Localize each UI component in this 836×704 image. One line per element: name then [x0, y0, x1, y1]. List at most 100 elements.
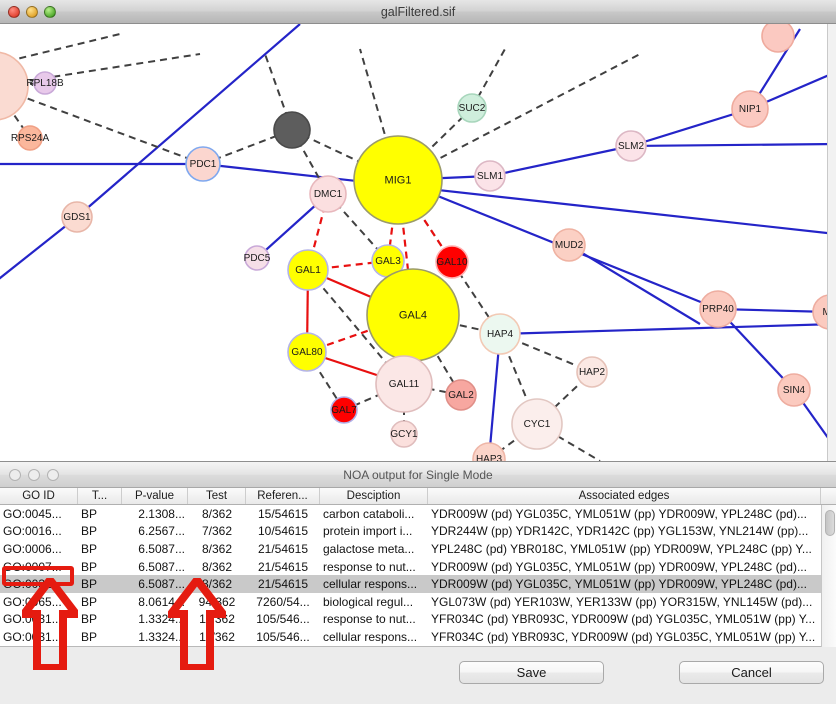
column-header-desc[interactable]: Desciption [320, 488, 428, 504]
dialog-window-controls [9, 468, 59, 481]
cell-type: BP [81, 524, 98, 539]
cell-ref: 7260/54... [256, 594, 310, 609]
window-titlebar: galFiltered.sif [0, 0, 836, 24]
network-node-gal10[interactable]: GAL10 [435, 245, 469, 279]
cell-go_id: GO:0045... [3, 506, 62, 521]
network-node-cyc1[interactable]: CYC1 [511, 398, 563, 450]
column-header-edges[interactable]: Associated edges [428, 488, 821, 504]
network-node-sin4[interactable]: SIN4 [777, 373, 811, 407]
table-row[interactable]: GO:0065... BP 8.0614... 94/362 7260/54... bio… [0, 593, 836, 611]
cell-edges: YDR009W (pd) YGL035C, YML051W (pp) YDR00… [431, 506, 807, 521]
network-edge[interactable] [397, 53, 641, 181]
network-edge[interactable] [630, 142, 836, 148]
network-node-mud2[interactable]: MUD2 [552, 228, 586, 262]
network-edge[interactable] [0, 33, 121, 65]
minimize-button[interactable] [26, 5, 38, 18]
network-node-nip1[interactable]: NIP1 [731, 90, 769, 128]
network-edge[interactable] [487, 333, 502, 460]
table-vertical-scrollbar[interactable] [821, 505, 836, 647]
cell-ref: 21/54615 [257, 559, 309, 574]
cell-edges: YFR034C (pd) YBR093C, YDR009W (pd) YGL03… [431, 612, 816, 627]
zoom-button[interactable] [44, 5, 56, 18]
network-node-gal11[interactable]: GAL11 [375, 355, 433, 413]
node-layer: RPL18BRPS24AGDS1PDC1PDC5DMC1MIG1SUC2SLM1… [0, 24, 836, 461]
network-node-hap3[interactable]: HAP3 [472, 442, 506, 461]
network-node-gds1[interactable]: GDS1 [61, 201, 93, 233]
network-edge[interactable] [0, 86, 204, 165]
cell-pvalue: 6.2567... [138, 524, 185, 539]
results-table[interactable]: GO ID T... P-value Test Referen... Desciption… [0, 488, 836, 647]
scrollbar-thumb[interactable] [825, 510, 835, 536]
network-edge[interactable] [0, 53, 201, 87]
column-header-go_id[interactable]: GO ID [0, 488, 78, 504]
table-body[interactable]: GO:0045... BP 2.1308... 8/362 15/54615 carbon… [0, 505, 836, 646]
save-button[interactable]: Save [459, 661, 604, 684]
network-node-pdc1[interactable]: PDC1 [185, 146, 221, 182]
cell-desc: carbon cataboli... [323, 506, 415, 521]
column-header-type[interactable]: T... [78, 488, 122, 504]
dialog-title: NOA output for Single Mode [343, 467, 493, 482]
network-node-dmc1[interactable]: DMC1 [309, 175, 347, 213]
cell-ref: 15/54615 [257, 506, 309, 521]
cell-test: 8/362 [201, 577, 233, 592]
cell-desc: cellular respons... [323, 629, 418, 644]
network-node-suc2[interactable]: SUC2 [457, 93, 487, 123]
cell-desc: galactose meta... [323, 541, 415, 556]
table-row[interactable]: GO:0045... BP 2.1308... 8/362 15/54615 carbon… [0, 505, 836, 523]
network-node[interactable] [273, 111, 311, 149]
cell-test: 11/362 [199, 612, 235, 627]
cell-type: BP [81, 559, 98, 574]
network-node-gal7[interactable]: GAL7 [330, 396, 358, 424]
dialog-minimize-button[interactable] [28, 468, 40, 481]
network-node-slm2[interactable]: SLM2 [615, 130, 647, 162]
dialog-button-bar: Save Cancel [0, 648, 836, 704]
network-node-gal80[interactable]: GAL80 [287, 332, 327, 372]
cell-type: BP [81, 577, 98, 592]
table-row[interactable]: GO:0031... BP 6.5087... 8/362 21/54615 cellul… [0, 575, 836, 593]
network-edge[interactable] [630, 107, 751, 148]
cell-ref: 105/546... [256, 629, 310, 644]
network-node-rps24a[interactable]: RPS24A [11, 125, 50, 151]
cell-pvalue: 8.0614... [138, 594, 185, 609]
network-graph[interactable]: RPL18BRPS24AGDS1PDC1PDC5DMC1MIG1SUC2SLM1… [0, 24, 836, 461]
cell-go_id: GO:0065... [3, 594, 62, 609]
network-node-mig1[interactable]: MIG1 [353, 135, 443, 225]
network-node-hap4[interactable]: HAP4 [479, 313, 521, 355]
network-node-slm1[interactable]: SLM1 [474, 160, 506, 192]
table-row[interactable]: GO:0016... BP 6.2567... 7/362 10/54615 protei… [0, 523, 836, 541]
network-edge[interactable] [76, 24, 301, 218]
network-edge[interactable] [202, 162, 836, 236]
network-node-gcy1[interactable]: GCY1 [390, 420, 418, 448]
network-edge[interactable] [499, 322, 836, 336]
table-row[interactable]: GO:0007... BP 6.5087... 8/362 21/54615 respon… [0, 558, 836, 576]
network-edge[interactable] [359, 48, 399, 181]
network-node-prp40[interactable]: PRP40 [699, 290, 737, 328]
column-header-test[interactable]: Test [188, 488, 246, 504]
cancel-button[interactable]: Cancel [679, 661, 824, 684]
cell-edges: YPL248C (pd) YBR018C, YML051W (pp) YDR00… [431, 541, 812, 556]
network-edge[interactable] [0, 216, 78, 286]
table-row[interactable]: GO:0006... BP 6.5087... 8/362 21/54615 galact… [0, 540, 836, 558]
network-node-gal1[interactable]: GAL1 [287, 249, 329, 291]
table-row[interactable]: GO:0031... BP 1.3324... 11/362 105/546... cel… [0, 628, 836, 646]
network-edge[interactable] [568, 244, 701, 325]
network-node-hap2[interactable]: HAP2 [576, 356, 608, 388]
dialog-zoom-button[interactable] [47, 468, 59, 481]
cell-pvalue: 1.3324... [138, 629, 185, 644]
column-header-ref[interactable]: Referen... [246, 488, 320, 504]
network-node-gal4[interactable]: GAL4 [366, 268, 460, 362]
canvas-scroll-strip[interactable] [827, 24, 836, 461]
dialog-close-button[interactable] [9, 468, 21, 481]
table-row[interactable]: GO:0031... BP 1.3324... 11/362 105/546... res… [0, 611, 836, 629]
network-edge[interactable] [489, 144, 632, 178]
network-node[interactable] [0, 51, 29, 121]
network-node[interactable] [761, 24, 795, 53]
cell-test: 8/362 [201, 559, 233, 574]
cell-desc: biological regul... [323, 594, 414, 609]
column-header-pvalue[interactable]: P-value [122, 488, 188, 504]
network-node-gal2[interactable]: GAL2 [445, 379, 477, 411]
cell-edges: YFR034C (pd) YBR093C, YDR009W (pd) YGL03… [431, 629, 816, 644]
network-canvas[interactable]: RPL18B RPS24A GDS1 PDC1 PDC5 DMC1 MIG1 SUC2 SLM1… [0, 24, 836, 461]
close-button[interactable] [8, 5, 20, 18]
